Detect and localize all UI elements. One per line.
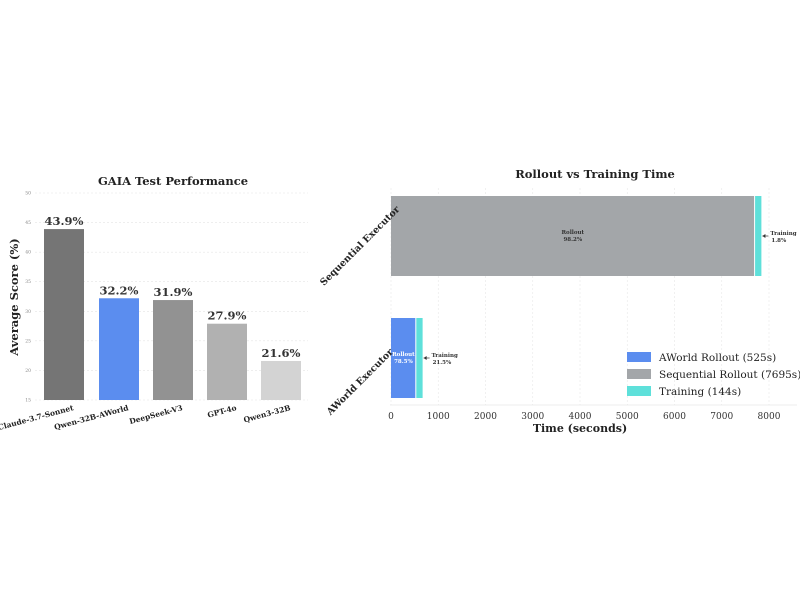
- y-tick-label: 40: [25, 250, 31, 256]
- x-tick-label: 3000: [521, 412, 544, 422]
- value-label: 27.9%: [208, 309, 247, 323]
- legend-label: Training (144s): [659, 386, 741, 398]
- training-bar: [415, 318, 423, 398]
- x-tick-label: DeepSeek-V3: [128, 403, 183, 426]
- y-axis-label: Average Score (%): [7, 238, 21, 357]
- gaia-performance-chart: GAIA Test Performance 15 20 25 30 35 40 45 50 4…: [0, 174, 308, 432]
- x-tick-label: 1000: [427, 412, 450, 422]
- bar: [261, 360, 301, 400]
- y-tick-label: 20: [25, 368, 31, 374]
- x-tick-labels: 0 1000 2000 3000 4000 5000 6000 7000 8000: [388, 412, 781, 422]
- rollout-annotation-label: Rollout: [392, 352, 415, 358]
- y-tick-label: 50: [25, 191, 31, 197]
- y-category-labels: Sequential Executor AWorld Executor: [318, 204, 403, 419]
- legend-swatch: [627, 369, 651, 379]
- x-tick-label: GPT-4o: [206, 403, 237, 419]
- y-category-label: Sequential Executor: [318, 204, 403, 289]
- x-tick-label: 7000: [710, 412, 733, 422]
- x-tick-label: 6000: [663, 412, 686, 422]
- bar: [44, 229, 84, 400]
- x-tick-label: 2000: [474, 412, 497, 422]
- y-tick-label: 25: [25, 338, 31, 344]
- y-tick-labels: 15 20 25 30 35 40 45 50: [25, 191, 31, 404]
- value-label: 32.2%: [100, 283, 139, 297]
- bar: [207, 323, 247, 400]
- legend-label: AWorld Rollout (525s): [658, 352, 776, 364]
- rollout-bar: [391, 196, 755, 276]
- bar-annotations: Rollout98.2%Training1.8%Rollout78.5%Trai…: [392, 230, 797, 366]
- y-category-label: AWorld Executor: [324, 346, 396, 418]
- training-bar: [754, 196, 762, 276]
- legend-swatch: [627, 386, 651, 396]
- legend-swatch: [627, 352, 651, 362]
- rollout-training-chart: Rollout vs Training Time Rollout98.2%Tra…: [318, 167, 800, 435]
- x-tick-label: 4000: [569, 412, 592, 422]
- x-tick-label: 0: [388, 412, 394, 422]
- training-annotation-label: Training: [770, 231, 796, 237]
- chart-title: Rollout vs Training Time: [515, 167, 675, 181]
- x-axis-label: Time (seconds): [533, 422, 627, 435]
- value-label: 21.6%: [262, 346, 301, 360]
- legend-label: Sequential Rollout (7695s): [659, 369, 800, 381]
- rollout-annotation-percent: 78.5%: [394, 359, 413, 365]
- y-tick-label: 30: [25, 309, 31, 315]
- y-tick-label: 15: [25, 398, 31, 404]
- training-annotation-percent: 21.5%: [433, 360, 452, 366]
- annotation-arrowhead: [423, 356, 427, 360]
- legend: AWorld Rollout (525s) Sequential Rollout …: [627, 352, 800, 398]
- value-labels: 43.9% 32.2% 31.9% 27.9% 21.6%: [45, 214, 301, 360]
- value-label: 43.9%: [45, 214, 84, 228]
- y-tick-label: 35: [25, 279, 31, 285]
- x-tick-label: Qwen3-32B: [243, 403, 292, 424]
- bars: [44, 229, 301, 400]
- chart-title: GAIA Test Performance: [98, 174, 248, 188]
- bar: [153, 300, 193, 400]
- rollout-annotation-percent: 98.2%: [563, 237, 582, 243]
- training-annotation-percent: 1.8%: [771, 238, 787, 244]
- x-tick-labels: Claude-3.7-SonnetQwen-32B-AWorldDeepSeek…: [0, 403, 292, 432]
- y-tick-label: 45: [25, 220, 31, 226]
- bar: [99, 298, 139, 400]
- training-annotation-label: Training: [432, 353, 458, 359]
- x-tick-label: 5000: [616, 412, 639, 422]
- value-label: 31.9%: [154, 285, 193, 299]
- rollout-bar: [391, 318, 416, 398]
- x-tick-label: 8000: [758, 412, 781, 422]
- annotation-arrowhead: [762, 234, 766, 238]
- rollout-annotation-label: Rollout: [561, 230, 584, 236]
- bars: [391, 196, 762, 398]
